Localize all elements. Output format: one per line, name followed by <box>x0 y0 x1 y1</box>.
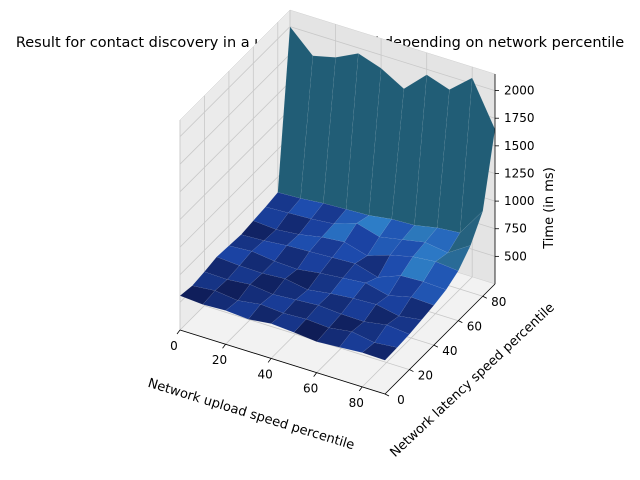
surface-cell <box>386 315 423 335</box>
x-tick-label: 40 <box>257 367 272 381</box>
surface-cell <box>204 256 240 280</box>
z-tick-label: 500 <box>504 249 527 263</box>
z-tick-label: 1250 <box>504 166 535 180</box>
y-tick <box>458 320 463 324</box>
y-tick-label: 0 <box>397 393 405 407</box>
z-axis-label: Time (in ms) <box>542 167 557 250</box>
tick-labels: 0 20 40 60 80 0 20 40 60 80 500 750 1000 1250 1500 1750… <box>170 84 534 410</box>
axis-lines <box>176 74 499 397</box>
surface-cell <box>260 294 296 314</box>
surface-cell <box>410 281 447 306</box>
surface-cell <box>356 215 393 238</box>
surface-cell <box>366 236 403 256</box>
y-tick-label: 20 <box>418 369 433 383</box>
surface-cell <box>286 234 323 252</box>
x-tick <box>358 386 363 392</box>
y-axis-line <box>384 283 496 395</box>
surface-cell <box>339 331 375 353</box>
grid-line-y <box>203 95 410 370</box>
surface-cell <box>365 275 401 296</box>
y-tick-label: 60 <box>467 320 482 334</box>
surface-cell <box>379 218 415 240</box>
z-tick-label: 1750 <box>504 111 535 125</box>
y-tick <box>482 295 487 299</box>
surface-cell <box>295 289 332 306</box>
surface-cell <box>330 277 366 299</box>
x-axis-label: Network upload speed percentile <box>146 376 356 453</box>
surface-cell <box>435 245 471 272</box>
y-tick-label: 80 <box>491 295 506 309</box>
surface-cell <box>179 285 216 305</box>
surface-cell <box>225 300 261 320</box>
y-tick-label: 40 <box>442 344 457 358</box>
surface-cell <box>361 342 398 361</box>
surface-cell <box>316 327 353 348</box>
z-tick-label: 2000 <box>504 84 535 98</box>
surface-cell <box>400 256 436 282</box>
surface-cell <box>321 222 358 243</box>
surface-mesh <box>179 26 496 361</box>
y-tick <box>433 344 439 348</box>
y-tick <box>384 393 390 397</box>
x-tick <box>222 343 226 349</box>
x-tick <box>313 372 317 377</box>
x-tick-label: 60 <box>303 382 318 396</box>
surface-cell <box>265 192 301 214</box>
z-tick-label: 1500 <box>504 139 535 153</box>
x-tick-label: 20 <box>212 353 227 367</box>
x-tick-label: 0 <box>170 339 178 353</box>
x-tick <box>267 358 272 363</box>
x-tick-label: 80 <box>349 396 364 410</box>
z-tick-label: 1000 <box>504 194 535 208</box>
x-axis-line <box>179 329 386 395</box>
y-tick <box>409 369 414 372</box>
z-tick-label: 750 <box>504 222 527 236</box>
surface-cell <box>270 312 307 333</box>
x-tick <box>176 329 181 335</box>
